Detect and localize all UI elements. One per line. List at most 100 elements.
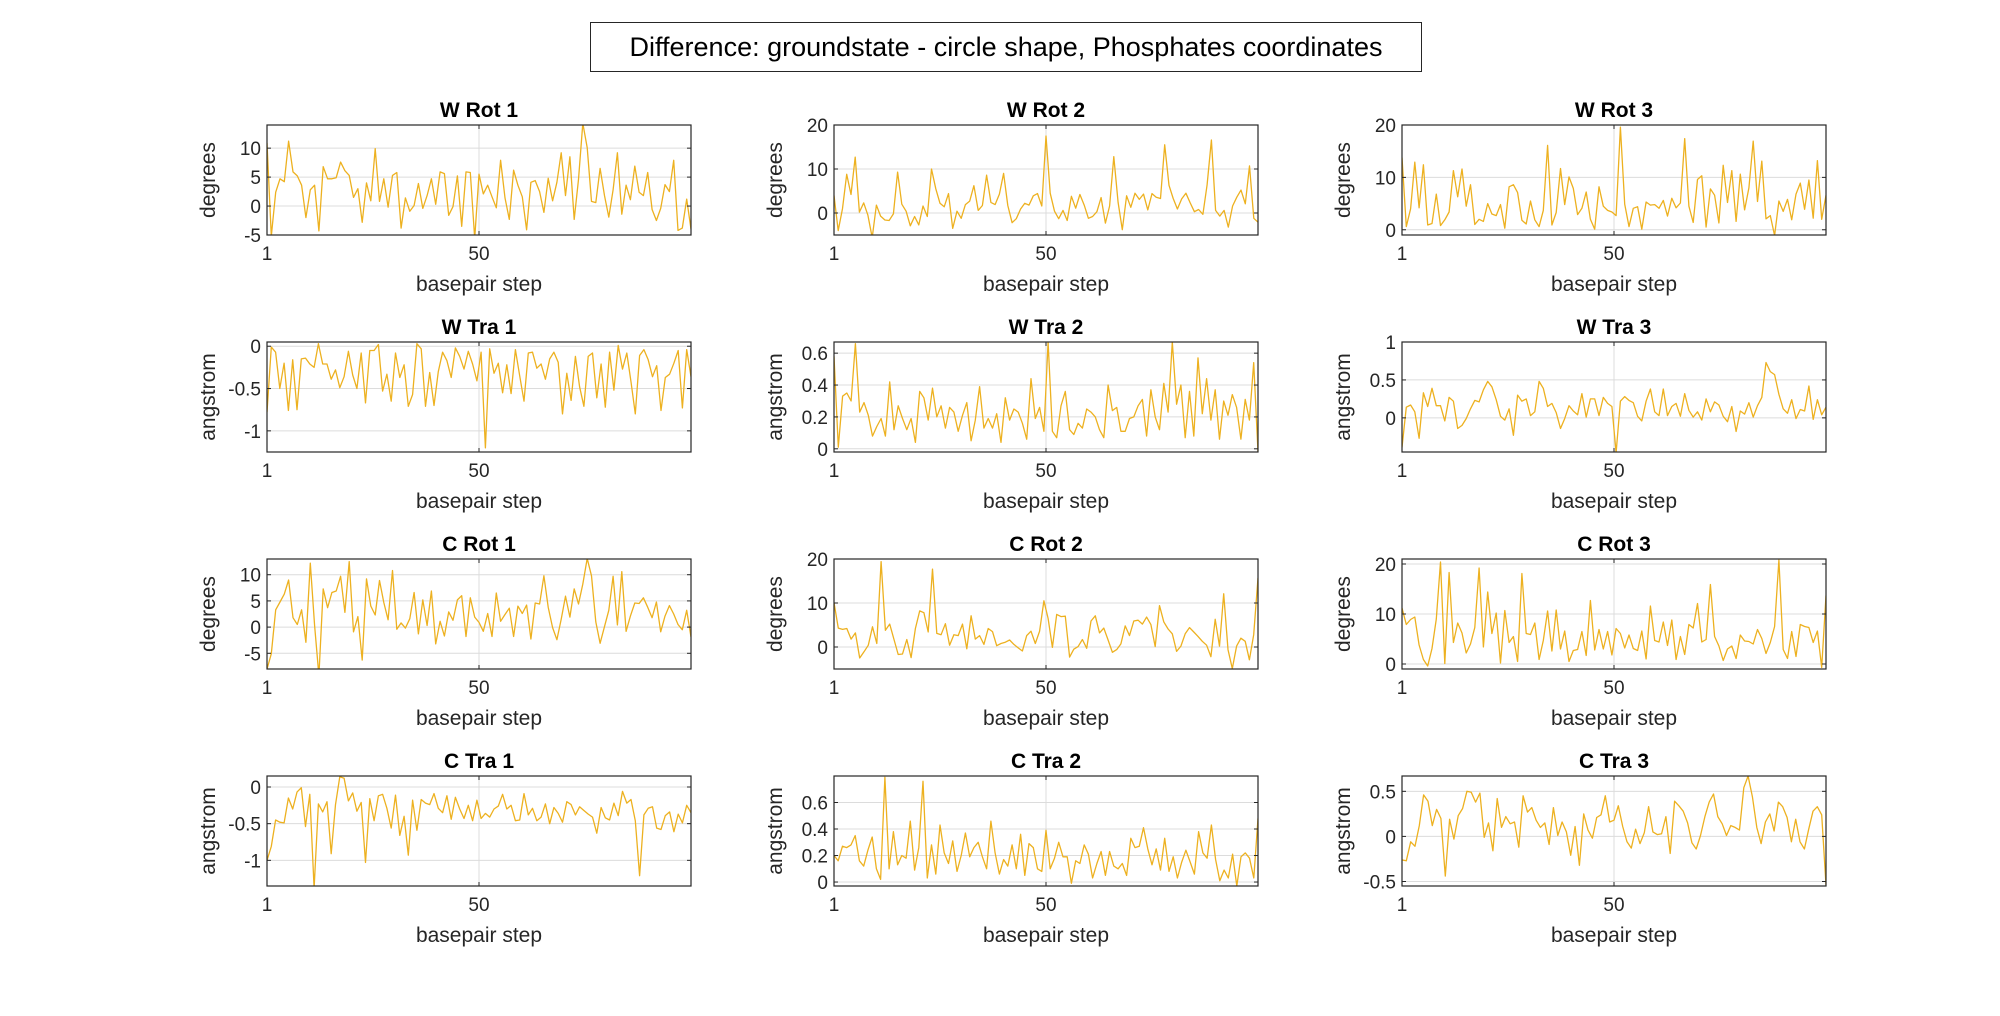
y-axis-label: degrees (764, 142, 787, 218)
subplot-title: C Tra 3 (1579, 750, 1649, 773)
y-tick-label: 20 (807, 116, 828, 137)
y-axis-label: degrees (764, 576, 787, 652)
x-tick-label: 1 (829, 244, 840, 265)
x-tick-label: 1 (1397, 461, 1408, 482)
suptitle: Difference: groundstate - circle shape, … (629, 31, 1383, 62)
series-line (1402, 126, 1826, 235)
x-tick-label: 50 (1603, 678, 1624, 699)
y-tick-label: 0.2 (802, 847, 828, 868)
y-tick-label: 0.4 (802, 376, 829, 397)
y-tick-label: 10 (240, 139, 261, 160)
x-tick-label: 50 (468, 895, 489, 916)
subplot-title: W Tra 2 (1009, 316, 1084, 339)
subplot-title: W Tra 3 (1577, 316, 1652, 339)
series-line (834, 342, 1258, 452)
y-axis-label: degrees (1332, 142, 1355, 218)
y-axis-label: angstrom (764, 353, 787, 441)
series-line (1402, 559, 1826, 669)
subplot-title: C Tra 1 (444, 750, 514, 773)
y-axis-label: angstrom (1332, 787, 1355, 875)
x-tick-label: 1 (829, 678, 840, 699)
x-tick-label: 1 (262, 895, 273, 916)
subplot: 1 50 0 0.2 0.4 0.6 W Tra 2 basepair step angstro… (764, 316, 1259, 513)
y-tick-label: 0.6 (802, 794, 828, 815)
x-tick-label: 50 (468, 244, 489, 265)
series-line (834, 560, 1258, 669)
y-tick-label: 10 (807, 594, 828, 615)
series-line (267, 125, 691, 235)
y-tick-label: 1 (1385, 333, 1396, 354)
y-tick-label: 0 (250, 618, 261, 639)
x-axis-label: basepair step (983, 273, 1109, 296)
y-tick-label: -0.5 (228, 380, 261, 401)
subplot: 1 50 0 10 20 W Rot 3 basepair step degrees (1332, 99, 1827, 296)
x-tick-label: 1 (829, 461, 840, 482)
y-tick-label: 20 (1375, 555, 1396, 576)
y-tick-label: 0 (250, 337, 261, 358)
x-tick-label: 1 (1397, 678, 1408, 699)
x-tick-label: 1 (262, 678, 273, 699)
subplot: 1 50 -0.5 0 0.5 C Tra 3 basepair step angstrom (1332, 750, 1827, 947)
subplot-title: W Rot 3 (1575, 99, 1653, 122)
subplot: 1 50 0 10 20 C Rot 3 basepair step degrees (1332, 533, 1827, 730)
y-tick-label: -5 (244, 644, 261, 665)
subplot-title: C Tra 2 (1011, 750, 1081, 773)
x-tick-label: 50 (468, 678, 489, 699)
suptitle-box: Difference: groundstate - circle shape, … (590, 22, 1422, 72)
x-axis-label: basepair step (416, 490, 542, 513)
y-axis-label: degrees (1332, 576, 1355, 652)
subplot: 1 50 0 10 20 W Rot 2 basepair step degrees (764, 99, 1259, 296)
x-tick-label: 1 (262, 461, 273, 482)
y-axis-label: angstrom (197, 787, 220, 875)
y-tick-label: 0 (817, 638, 828, 659)
x-tick-label: 1 (829, 895, 840, 916)
y-axis-label: angstrom (197, 353, 220, 441)
y-tick-label: 0.2 (802, 408, 828, 429)
y-tick-label: 5 (250, 168, 261, 189)
y-tick-label: 0 (817, 440, 828, 461)
subplot-title: W Rot 2 (1007, 99, 1085, 122)
x-axis-label: basepair step (416, 273, 542, 296)
series-line (834, 776, 1258, 886)
subplot: 1 50 0 0.2 0.4 0.6 C Tra 2 basepair step angstro… (764, 750, 1259, 947)
y-tick-label: 5 (250, 592, 261, 613)
x-axis-label: basepair step (1551, 924, 1677, 947)
y-tick-label: -1 (244, 422, 261, 443)
y-axis-label: degrees (197, 576, 220, 652)
y-tick-label: 10 (807, 160, 828, 181)
subplot-title: C Rot 3 (1577, 533, 1651, 556)
series-line (267, 343, 691, 449)
series-line (1402, 361, 1826, 452)
y-tick-label: 10 (240, 566, 261, 587)
y-tick-label: 0.5 (1370, 371, 1396, 392)
x-tick-label: 50 (1603, 461, 1624, 482)
subplot: 1 50 -5 0 5 10 W Rot 1 basepair step degrees (197, 99, 692, 296)
y-tick-label: 0 (817, 204, 828, 225)
subplot-title: C Rot 2 (1009, 533, 1083, 556)
subplot: 1 50 -5 0 5 10 C Rot 1 basepair step degrees (197, 533, 692, 730)
x-tick-label: 50 (1035, 895, 1056, 916)
y-tick-label: 0 (1385, 827, 1396, 848)
y-tick-label: 0 (250, 778, 261, 799)
y-tick-label: -1 (244, 851, 261, 872)
y-tick-label: 0.4 (802, 820, 829, 841)
subplot-title: W Rot 1 (440, 99, 518, 122)
y-tick-label: -5 (244, 226, 261, 247)
y-tick-label: 0 (250, 197, 261, 218)
x-tick-label: 50 (1035, 678, 1056, 699)
x-tick-label: 50 (1603, 244, 1624, 265)
y-tick-label: 0.5 (1370, 782, 1396, 803)
x-tick-label: 1 (1397, 895, 1408, 916)
x-axis-label: basepair step (1551, 707, 1677, 730)
y-tick-label: 20 (1375, 116, 1396, 137)
x-axis-label: basepair step (1551, 273, 1677, 296)
y-tick-label: -0.5 (228, 815, 261, 836)
x-axis-label: basepair step (983, 490, 1109, 513)
x-tick-label: 50 (468, 461, 489, 482)
y-tick-label: 0 (1385, 655, 1396, 676)
x-tick-label: 50 (1035, 461, 1056, 482)
y-axis-label: angstrom (764, 787, 787, 875)
x-axis-label: basepair step (416, 924, 542, 947)
x-axis-label: basepair step (983, 924, 1109, 947)
